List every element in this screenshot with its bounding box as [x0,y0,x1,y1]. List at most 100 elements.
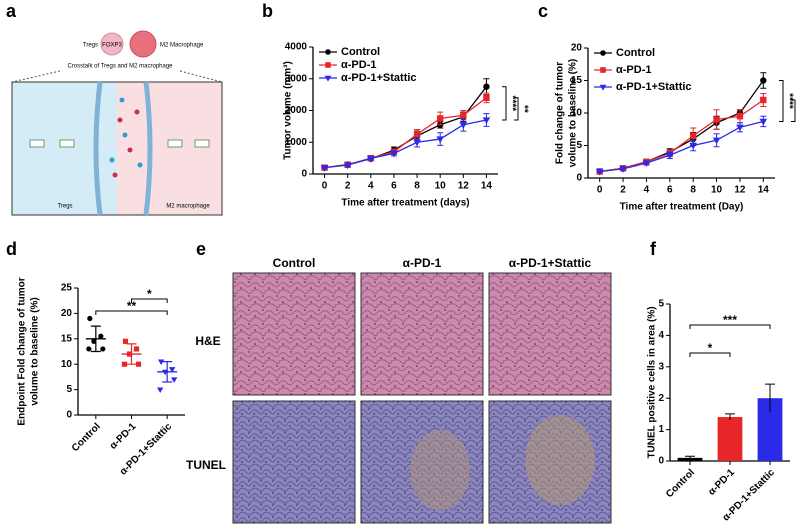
sig-label: **** [783,93,794,109]
y-tick-label: 1000 [285,137,308,148]
y-tick-label: 25 [61,283,73,294]
marker [91,338,97,344]
marker [121,361,128,367]
y-tick-label: 2000 [285,105,308,116]
panel-letter: f [650,239,657,259]
sd-bar [162,361,173,383]
x-tick-label: α-PD-1 [108,421,139,452]
sig-bracket [689,352,731,357]
marker [666,152,674,160]
panel-letter: c [538,1,548,21]
error-bar [765,383,775,413]
marker [157,359,165,366]
y-tick-label: 5 [658,299,664,310]
diagram-label: Tregs [57,204,72,210]
marker [367,155,375,163]
y-axis-label: volume to baseline (%) [30,297,41,405]
y-tick-label: 0 [301,169,307,180]
x-tick-label: 4 [368,181,374,192]
sd-bar [126,343,137,365]
legend-label: Control [341,46,380,58]
sig-label: **** [506,96,517,112]
x-axis-label: Time after treatment (days) [341,198,469,209]
marker [122,338,129,344]
y-tick-label: 5 [576,140,582,151]
sig-bracket [791,99,796,122]
sig-bracket [779,80,784,122]
marker [156,387,164,393]
x-tick-label: 8 [414,181,420,192]
y-axis-label: Fold change of tumor [555,62,566,164]
sig-label: ** [127,299,137,313]
tunel-image [232,400,356,524]
panel-letter: e [196,239,206,259]
x-axis-label: Time after treatment (Day) [620,202,744,213]
marker [86,346,92,352]
x-tick-label: 6 [667,185,673,196]
marker [460,112,467,119]
diagram-label: Tregs [83,43,98,49]
sd-bar [90,325,101,353]
x-tick-label: 14 [758,185,770,196]
marker [320,164,329,172]
sig-label: *** [723,313,737,327]
y-tick-label: 4000 [285,42,308,53]
marker [436,115,444,122]
marker [642,160,651,168]
marker [324,75,332,82]
m2-region [117,82,222,215]
sig-bracket [502,86,507,121]
marker [170,377,178,383]
row-label: H&E [195,334,220,348]
legend-label: α-PD-1+Stattic [616,81,692,93]
error-bar [725,413,735,421]
x-tick-label: 12 [458,181,470,192]
y-tick-label: 4 [658,330,664,341]
marker [689,132,697,139]
marker [325,49,331,55]
x-tick-label: 8 [690,185,696,196]
panel-letter: b [262,1,273,21]
sig-label: * [147,287,152,301]
x-tick-label: 14 [481,181,493,192]
marker [413,139,421,147]
y-tick-label: 3000 [285,73,308,84]
x-tick-label: Control [70,421,103,454]
membrane [93,81,153,216]
series-line [324,119,487,169]
y-tick-label: 15 [571,75,583,86]
marker [98,333,104,339]
sig-bracket [689,324,771,329]
y-tick-label: 2 [658,393,664,404]
stain-area [525,415,595,505]
marker [483,83,490,90]
y-tick-label: 1 [658,424,664,435]
y-axis-label: volume to baseline (%) [568,59,579,167]
image-panel: Control α-PD-1 α-PD-1+Stattic H&E TUNEL [186,256,612,524]
marker [759,118,768,126]
legend-label: α-PD-1 [616,64,652,76]
marker [135,361,142,367]
marker [482,117,491,125]
macrophage-cell [129,30,157,58]
he-image [360,272,484,396]
y-tick-label: 15 [61,333,73,344]
diagram-label: FOXP3 [102,43,122,49]
y-axis-label: Endpoint Fold change of tumor [17,277,28,425]
marker [760,77,767,84]
treg-region [12,82,117,215]
sig-bracket [514,97,519,121]
x-tick-label: 10 [711,185,723,196]
x-tick-label: 0 [597,185,603,196]
y-tick-label: 10 [61,359,73,370]
y-axis-label: Tumor volume (mm³) [283,61,294,160]
marker [712,137,721,145]
x-tick-label: 0 [322,181,328,192]
error-bar [685,455,695,460]
column-label: Control [273,256,316,270]
y-tick-label: 20 [571,43,583,54]
marker [600,50,606,56]
treg-cell [100,32,124,56]
